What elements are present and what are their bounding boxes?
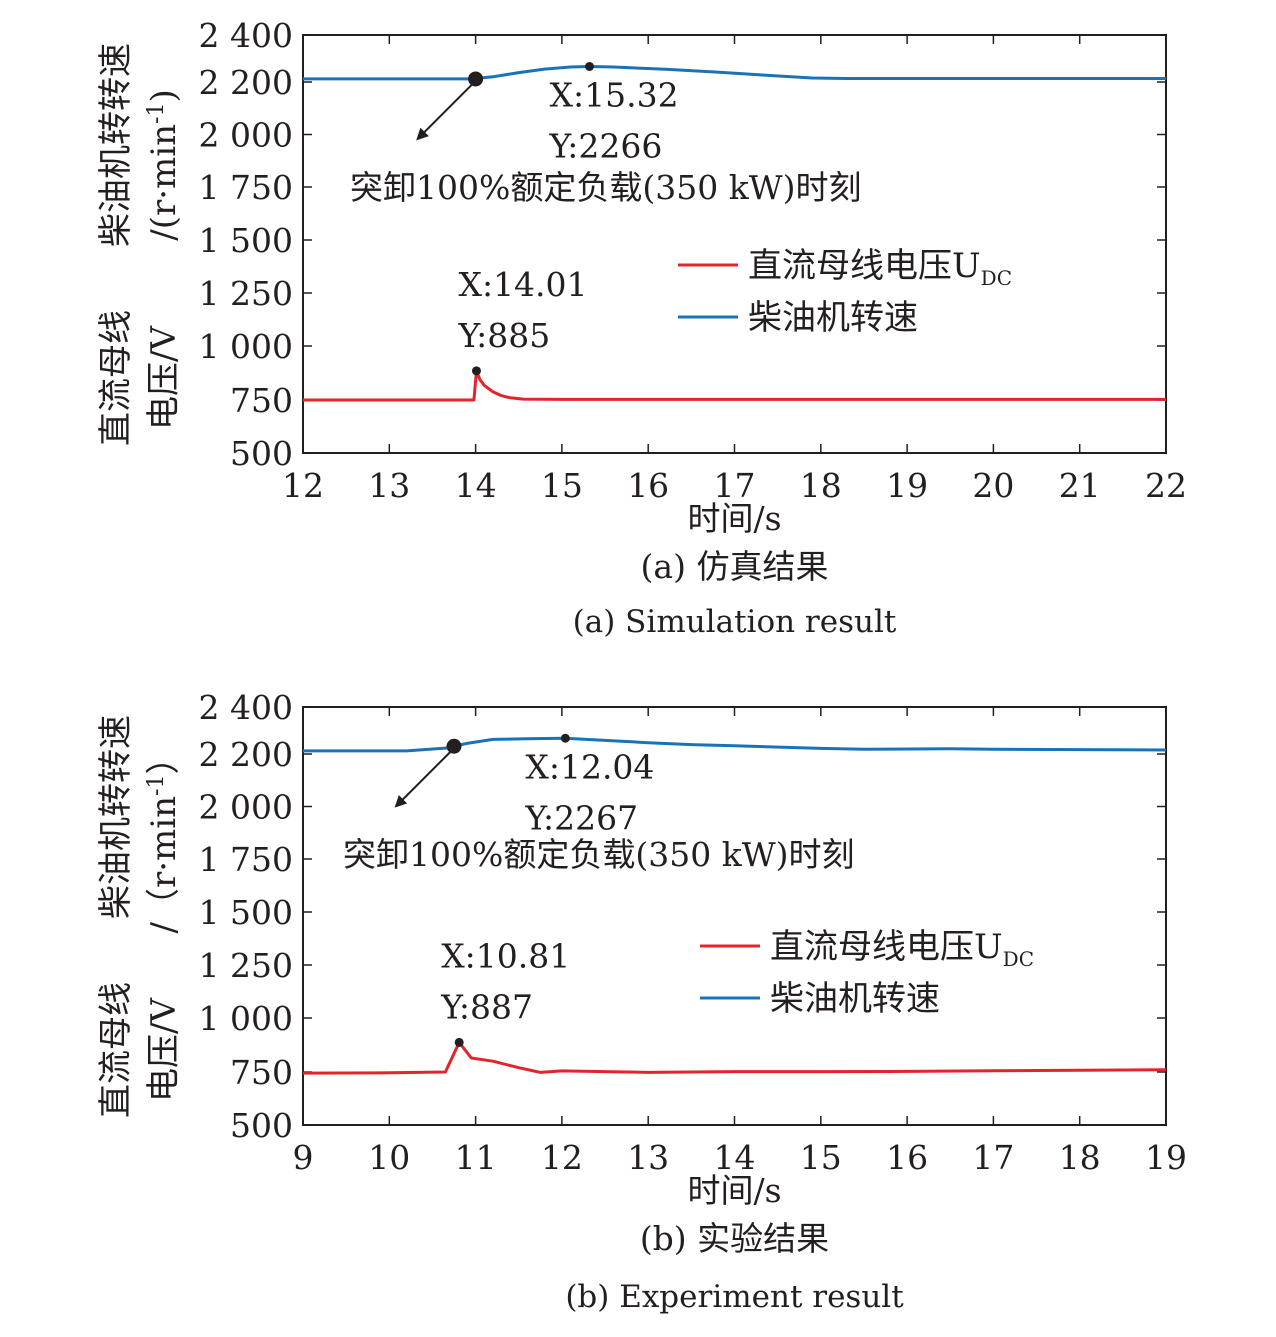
- legend-label-speed: 柴油机转速: [748, 298, 918, 338]
- y-axis-label-speed: 柴油机转转速: [96, 715, 136, 919]
- y-tick-label: 1 500: [199, 893, 293, 932]
- datatip-marker-voltage: [454, 1037, 464, 1047]
- y-tick-label: 1 750: [199, 168, 293, 207]
- chart-panel-b: 9 10 11 12 13 14 15 16 17 18 19 500 750 1 000 1 250 1 5…: [96, 688, 1187, 1315]
- x-tick-label: 15: [541, 466, 583, 505]
- x-tick-label: 21: [1059, 466, 1101, 505]
- caption-en: (a) Simulation result: [573, 604, 897, 640]
- x-tick-label: 13: [627, 1138, 669, 1177]
- datatip-y-voltage: Y:887: [440, 987, 533, 1026]
- y-tick-label: 750: [230, 1053, 293, 1092]
- y-tick-label: 2 200: [199, 735, 293, 774]
- datatip-marker-speed: [560, 733, 570, 743]
- x-tick-label: 13: [368, 466, 410, 505]
- legend: 直流母线电压UDC 柴油机转速: [700, 927, 1034, 1019]
- y-tick-label: 2 000: [199, 788, 293, 827]
- series-line-speed: [303, 65, 1166, 81]
- x-tick-label: 17: [714, 466, 756, 505]
- y-axis-label-voltage: 直流母线: [96, 310, 136, 446]
- x-tick-label: 16: [886, 1138, 928, 1177]
- datatip-x-speed: X:15.32: [550, 75, 679, 114]
- y-tick-label: 1 250: [199, 946, 293, 985]
- legend-label-udc: 直流母线电压UDC: [770, 927, 1034, 971]
- y-tick-label: 1 500: [199, 221, 293, 260]
- y-tick-label: 750: [230, 381, 293, 420]
- x-tick-label: 18: [800, 466, 842, 505]
- x-tick-label: 19: [1145, 1138, 1187, 1177]
- datatip-x-speed: X:12.04: [525, 747, 654, 786]
- y-tick-label: 500: [230, 434, 293, 473]
- x-tick-label: 15: [800, 1138, 842, 1177]
- legend-label-speed: 柴油机转速: [770, 979, 940, 1019]
- y-tick-label: 1 000: [199, 327, 293, 366]
- y-axis-label-speed: 柴油机转转速: [96, 43, 136, 247]
- x-tick-label: 16: [627, 466, 669, 505]
- y-tick-label: 2 200: [199, 63, 293, 102]
- datatip-y-speed: Y:2266: [549, 126, 663, 165]
- x-tick-label: 19: [886, 466, 928, 505]
- y-axis-label-voltage-unit: 电压/V: [144, 997, 184, 1102]
- x-axis-label: 时间/s: [687, 1171, 781, 1210]
- event-label: 突卸100%额定负载(350 kW)时刻: [343, 835, 854, 874]
- datatip-y-speed: Y:2267: [524, 798, 638, 837]
- y-tick-label: 1 750: [199, 840, 293, 879]
- x-tick-label: 12: [282, 466, 324, 505]
- event-arrow: [416, 84, 473, 141]
- datatip-marker-speed: [585, 61, 595, 71]
- y-axis-label-speed-unit: /(r·min-1): [144, 89, 184, 241]
- y-axis-label-speed-unit: /（r·min-1）: [144, 741, 184, 934]
- x-axis-label: 时间/s: [687, 499, 781, 538]
- y-tick-label: 1 000: [199, 999, 293, 1038]
- x-tick-label: 20: [972, 466, 1014, 505]
- x-tick-label: 14: [714, 1138, 756, 1177]
- series-line-udc: [303, 369, 1166, 402]
- event-arrow: [394, 751, 451, 808]
- x-tick-label: 11: [455, 1138, 497, 1177]
- datatip-marker-voltage: [471, 366, 481, 376]
- x-tick-label: 12: [541, 1138, 583, 1177]
- event-marker: [446, 738, 462, 754]
- event-label: 突卸100%额定负载(350 kW)时刻: [350, 168, 861, 207]
- x-tick-label: 14: [455, 466, 497, 505]
- legend-label-udc: 直流母线电压UDC: [748, 246, 1012, 290]
- y-axis-label-voltage: 直流母线: [96, 982, 136, 1118]
- x-tick-label: 18: [1059, 1138, 1101, 1177]
- chart-panel-a: 12 13 14 15 16 17 18 19 20 21 22 500 750 1 000 1 250 1 …: [96, 16, 1187, 640]
- y-tick-label: 2 400: [199, 688, 293, 727]
- datatip-x-voltage: X:10.81: [441, 936, 570, 975]
- caption-en: (b) Experiment result: [565, 1279, 904, 1315]
- caption-zh: (a) 仿真结果: [641, 547, 829, 586]
- plot-frame: [302, 34, 1167, 454]
- datatip-x-voltage: X:14.01: [458, 265, 587, 304]
- y-tick-label: 2 000: [199, 116, 293, 155]
- series-line-udc: [302, 1040, 1167, 1075]
- y-tick-label: 500: [230, 1106, 293, 1145]
- series-line-speed: [303, 736, 1167, 753]
- caption-zh: (b) 实验结果: [640, 1219, 829, 1258]
- legend: 直流母线电压UDC 柴油机转速: [678, 246, 1012, 338]
- x-tick-label: 9: [293, 1138, 314, 1177]
- y-axis-label-voltage-unit: 电压/V: [144, 325, 184, 430]
- y-tick-label: 2 400: [199, 16, 293, 55]
- x-tick-label: 22: [1145, 466, 1187, 505]
- x-tick-label: 10: [368, 1138, 410, 1177]
- datatip-y-voltage: Y:885: [457, 316, 550, 355]
- x-tick-label: 17: [972, 1138, 1014, 1177]
- y-tick-label: 1 250: [199, 274, 293, 313]
- event-marker: [468, 71, 484, 87]
